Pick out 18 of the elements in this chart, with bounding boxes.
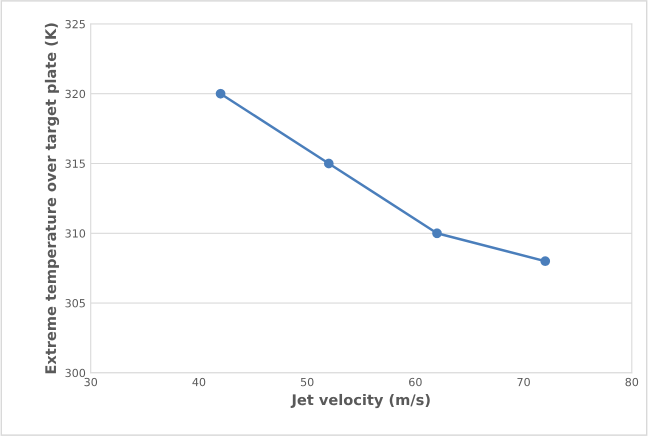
x-tick-label: 50 [300, 378, 314, 386]
y-tick-label: 320 [66, 90, 86, 98]
x-tick-label: 70 [517, 378, 530, 386]
y-tick-label: 305 [66, 298, 85, 308]
y-tick-label: 325 [66, 20, 85, 28]
y-tick-label: 300 [66, 368, 86, 378]
y-axis-title: Extreme temperature over target plate (K) [44, 23, 60, 374]
point [432, 228, 442, 238]
x-tick-label: 80 [625, 378, 638, 386]
x-tick-label: 30 [84, 378, 98, 386]
point [324, 158, 334, 168]
x-axis-title: Jet velocity (m/s) [290, 394, 430, 408]
x-tick-label: 40 [192, 378, 206, 386]
point [216, 88, 226, 99]
x-tick-label: 60 [409, 378, 422, 386]
y-tick-label: 315 [66, 159, 85, 168]
point [540, 256, 550, 266]
y-tick-label: 310 [66, 229, 86, 238]
